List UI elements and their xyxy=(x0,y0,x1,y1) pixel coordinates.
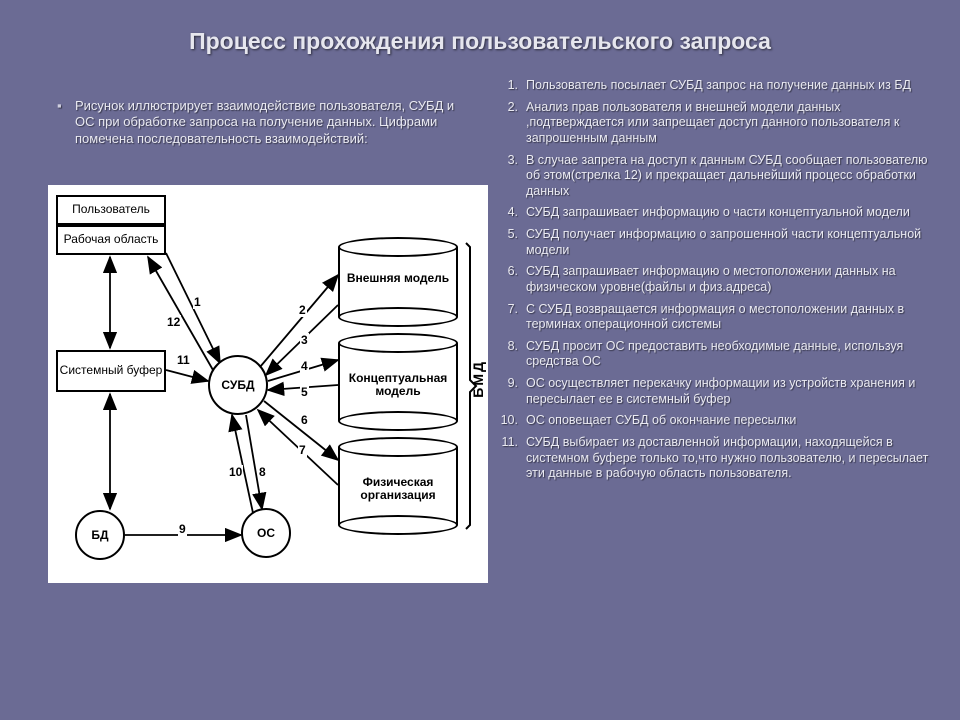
step-text: Анализ прав пользователя и внешней модел… xyxy=(526,100,940,147)
diagram-circle-subd: СУБД xyxy=(208,355,268,415)
step-item: 2.Анализ прав пользователя и внешней мод… xyxy=(500,100,940,147)
diagram-box-workarea: Рабочая область xyxy=(56,225,166,255)
edge-label-4: 4 xyxy=(300,359,309,373)
page-title: Процесс прохождения пользовательского за… xyxy=(0,28,960,55)
diagram-cylinder-conc: Концептуальная модель xyxy=(338,343,458,421)
step-item: 5.СУБД получает информацию о запрошенной… xyxy=(500,227,940,258)
diagram-circle-bd: БД xyxy=(75,510,125,560)
edge-label-2: 2 xyxy=(298,303,307,317)
edge-label-1: 1 xyxy=(193,295,202,309)
edge-label-10: 10 xyxy=(228,465,243,479)
diagram-box-sysbuf: Системный буфер xyxy=(56,350,166,392)
step-text: В случае запрета на доступ к данным СУБД… xyxy=(526,153,940,200)
step-number: 8. xyxy=(500,339,526,370)
step-item: 6.СУБД запрашивает информацию о местопол… xyxy=(500,264,940,295)
step-item: 9.ОС осуществляет перекачку информации и… xyxy=(500,376,940,407)
edge-label-3: 3 xyxy=(300,333,309,347)
step-number: 9. xyxy=(500,376,526,407)
edge-label-7: 7 xyxy=(298,443,307,457)
step-text: ОС осуществляет перекачку информации из … xyxy=(526,376,940,407)
cylinder-label: Внешняя модель xyxy=(340,272,456,285)
step-item: 1.Пользователь посылает СУБД запрос на п… xyxy=(500,78,940,94)
edge-label-8: 8 xyxy=(258,465,267,479)
step-item: 3.В случае запрета на доступ к данным СУ… xyxy=(500,153,940,200)
diagram-cylinder-ext: Внешняя модель xyxy=(338,247,458,317)
intro-text: Рисунок иллюстрирует взаимодействие поль… xyxy=(75,98,455,147)
step-text: СУБД получает информацию о запрошенной ч… xyxy=(526,227,940,258)
edge-label-6: 6 xyxy=(300,413,309,427)
step-text: ОС оповещает СУБД об окончание пересылки xyxy=(526,413,940,429)
step-item: 11.СУБД выбирает из доставленной информа… xyxy=(500,435,940,482)
step-text: С СУБД возвращается информация о местопо… xyxy=(526,302,940,333)
step-text: СУБД выбирает из доставленной информации… xyxy=(526,435,940,482)
edge-label-11: 11 xyxy=(176,353,191,367)
step-text: СУБД просит ОС предоставить необходимые … xyxy=(526,339,940,370)
step-item: 8.СУБД просит ОС предоставить необходимы… xyxy=(500,339,940,370)
diagram-box-user: Пользователь xyxy=(56,195,166,225)
step-text: СУБД запрашивает информацию о местополож… xyxy=(526,264,940,295)
step-number: 5. xyxy=(500,227,526,258)
step-text: СУБД запрашивает информацию о части конц… xyxy=(526,205,940,221)
step-number: 2. xyxy=(500,100,526,147)
edge-label-12: 12 xyxy=(166,315,181,329)
step-text: Пользователь посылает СУБД запрос на пол… xyxy=(526,78,940,94)
bmd-label: БМД xyxy=(470,360,486,398)
step-number: 10. xyxy=(500,413,526,429)
diagram-container: ПользовательРабочая область Системный буф… xyxy=(48,185,488,583)
edge-label-5: 5 xyxy=(300,385,309,399)
step-number: 6. xyxy=(500,264,526,295)
step-item: 7.С СУБД возвращается информация о место… xyxy=(500,302,940,333)
step-number: 4. xyxy=(500,205,526,221)
edge-label-9: 9 xyxy=(178,522,187,536)
step-number: 7. xyxy=(500,302,526,333)
step-number: 11. xyxy=(500,435,526,482)
diagram-circle-os: ОС xyxy=(241,508,291,558)
step-number: 3. xyxy=(500,153,526,200)
step-item: 10.ОС оповещает СУБД об окончание пересы… xyxy=(500,413,940,429)
cylinder-label: Концептуальная модель xyxy=(340,372,456,398)
step-number: 1. xyxy=(500,78,526,94)
steps-list: 1.Пользователь посылает СУБД запрос на п… xyxy=(500,78,940,488)
cylinder-label: Физическая организация xyxy=(340,476,456,502)
diagram-cylinder-phys: Физическая организация xyxy=(338,447,458,525)
step-item: 4.СУБД запрашивает информацию о части ко… xyxy=(500,205,940,221)
